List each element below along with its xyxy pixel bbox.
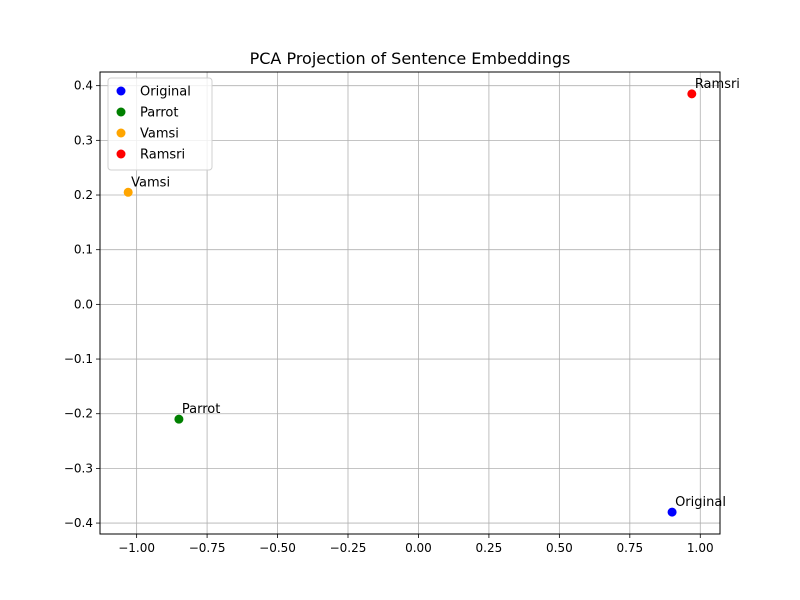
grid-lines (100, 72, 720, 534)
chart-title: PCA Projection of Sentence Embeddings (250, 49, 571, 68)
legend-box (107, 77, 213, 171)
point-labels: Original Parrot Vamsi Ramsri (131, 77, 740, 510)
x-tick-label: 0.00 (405, 541, 432, 555)
legend-label-original: Original (140, 85, 191, 100)
axis-ticks: −1.00 −0.75 −0.50 −0.25 0.00 0.25 0.50 0.75 1.00… (64, 79, 714, 555)
point-label-ramsri: Ramsri (695, 77, 740, 92)
legend-label-ramsri: Ramsri (140, 148, 185, 163)
data-point-vamsi (123, 187, 133, 197)
y-tick-label: 0.2 (74, 188, 93, 202)
y-tick-label: −0.1 (64, 352, 93, 366)
data-point-original (667, 507, 677, 517)
x-tick-label: 0.25 (476, 541, 503, 555)
legend-marker-original (116, 86, 126, 96)
legend-label-vamsi: Vamsi (140, 127, 179, 142)
data-point-parrot (174, 414, 184, 424)
point-label-vamsi: Vamsi (131, 175, 170, 190)
y-tick-label: 0.3 (74, 133, 93, 147)
point-label-original: Original (675, 495, 726, 510)
x-tick-label: 1.00 (687, 541, 714, 555)
y-tick-label: 0.1 (74, 243, 93, 257)
plot-area-frame (99, 71, 721, 535)
x-tick-label: 0.50 (546, 541, 573, 555)
data-point-ramsri (687, 89, 697, 99)
x-tick-label: −0.75 (189, 541, 226, 555)
legend: Original Parrot Vamsi Ramsri (107, 77, 213, 171)
y-tick-label: 0.4 (74, 79, 93, 93)
legend-marker-ramsri (116, 149, 126, 159)
y-tick-label: 0.0 (74, 297, 93, 311)
x-tick-label: 0.75 (616, 541, 643, 555)
x-tick-label: −0.50 (259, 541, 296, 555)
legend-marker-parrot (116, 107, 126, 117)
y-tick-label: −0.3 (64, 461, 93, 475)
x-tick-label: −1.00 (118, 541, 155, 555)
legend-label-parrot: Parrot (140, 106, 178, 121)
point-label-parrot: Parrot (182, 402, 220, 417)
y-tick-label: −0.2 (64, 407, 93, 421)
x-tick-label: −0.25 (330, 541, 367, 555)
y-tick-label: −0.4 (64, 516, 93, 530)
data-points (123, 89, 697, 517)
legend-marker-vamsi (116, 128, 126, 138)
